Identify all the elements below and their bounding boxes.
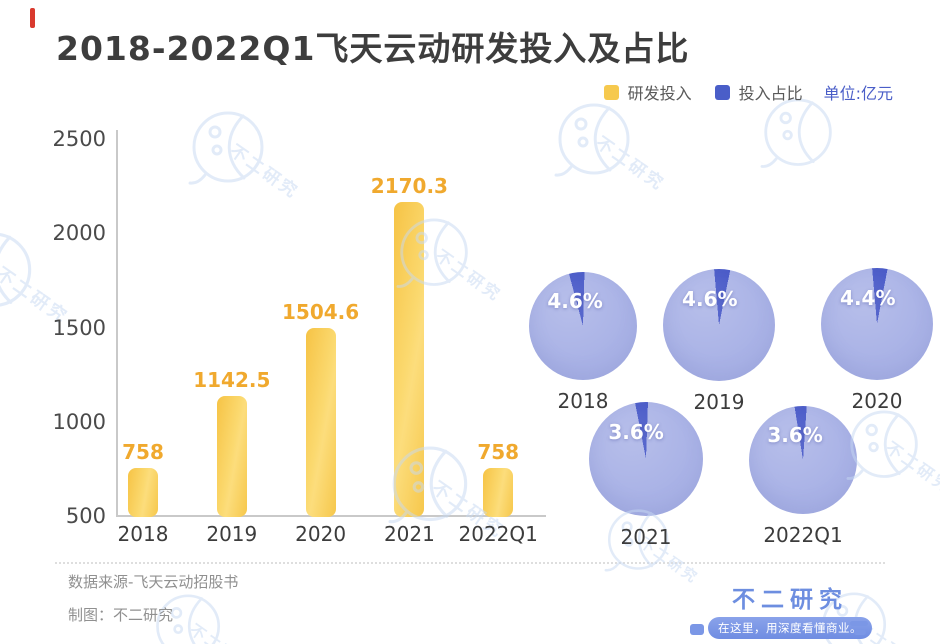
y-tick-label: 2500 <box>52 127 106 151</box>
brand-block: 不二研究 在这里，用深度看懂商业。 <box>690 580 890 641</box>
pie-percent-label: 4.6% <box>547 289 603 314</box>
bar-value-label: 1142.5 <box>193 367 271 392</box>
watermark-logo: 不二研究 <box>0 224 72 329</box>
watermark-text: 不二研究 <box>225 141 303 204</box>
legend-label-rd-investment: 研发投入 <box>627 84 692 103</box>
title-accent-bar <box>30 8 35 28</box>
pie-2018: 4.6% <box>529 272 637 380</box>
x-axis-label-2018: 2018 <box>117 522 169 546</box>
brand-slogan-pill: 在这里，用深度看懂商业。 <box>708 617 872 639</box>
pie-percent-label: 3.6% <box>608 420 664 445</box>
bar-value-label: 758 <box>477 440 520 465</box>
bar-2019 <box>216 395 247 517</box>
pie-2022Q1: 3.6% <box>749 406 857 514</box>
pie-year-label-2021: 2021 <box>620 525 672 549</box>
y-tick-label: 2000 <box>52 221 106 246</box>
legend-label-investment-ratio: 投入占比 <box>738 84 803 103</box>
x-axis-label-2021: 2021 <box>383 522 435 546</box>
brand-slogan: 在这里，用深度看懂商业。 <box>718 621 862 635</box>
pie-percent-label: 3.6% <box>767 423 823 448</box>
watermark-text: 不二研究 <box>431 246 505 306</box>
watermark-logo: 不二研究 <box>186 103 303 203</box>
pie-2019: 4.6% <box>663 269 775 381</box>
pie-2021: 3.6% <box>589 402 703 516</box>
brand-pill-row: 在这里，用深度看懂商业。 <box>690 617 890 641</box>
x-axis-label-2019: 2019 <box>206 522 258 546</box>
y-tick-label: 1000 <box>52 409 106 434</box>
pie-percent-label: 4.6% <box>682 286 738 311</box>
pill-left-deco <box>690 624 704 635</box>
footer-divider <box>55 562 885 564</box>
brand-name: 不二研究 <box>732 587 848 613</box>
legend: 研发投入 投入占比 单位:亿元 <box>603 80 893 104</box>
watermark-text: 不二研究 <box>591 133 669 196</box>
bar-value-label: 1504.6 <box>282 299 360 324</box>
pie-year-label-2020: 2020 <box>851 389 903 413</box>
pill-right-deco-bottom <box>854 630 866 635</box>
pill-right-deco-top <box>850 621 868 626</box>
y-axis-line <box>116 130 118 517</box>
legend-swatch-investment-ratio <box>714 84 730 100</box>
y-tick-label: 1500 <box>52 315 106 340</box>
bar-value-label: 758 <box>122 440 164 465</box>
chart-credit: 制图：不二研究 <box>68 606 174 624</box>
bar-2020 <box>305 327 336 517</box>
x-axis-label-2022Q1: 2022Q1 <box>458 522 538 546</box>
pie-year-label-2018: 2018 <box>557 389 609 413</box>
y-tick-label: 500 <box>65 504 106 528</box>
pie-year-label-2019: 2019 <box>693 390 745 414</box>
watermark-logo <box>758 90 840 181</box>
watermark-logo: 不二研究 <box>552 95 669 195</box>
bar-2021 <box>394 202 425 517</box>
watermark-text: 不二研究 <box>186 617 258 644</box>
data-source: 数据来源-飞天云动招股书 <box>68 573 239 591</box>
legend-swatch-rd-investment <box>603 84 619 100</box>
bar-2018 <box>128 468 158 517</box>
unit-label: 单位:亿元 <box>823 84 893 103</box>
watermark-logo: 不二研究 <box>844 402 940 498</box>
bar-2022Q1 <box>483 468 514 517</box>
pie-year-label-2022Q1: 2022Q1 <box>763 523 843 547</box>
x-axis-label-2020: 2020 <box>295 522 347 546</box>
pie-2020: 4.4% <box>821 268 933 380</box>
page-title: 2018-2022Q1飞天云动研发投入及占比 <box>56 29 690 68</box>
pie-percent-label: 4.4% <box>840 285 896 310</box>
bar-value-label: 2170.3 <box>370 174 448 199</box>
watermark-text: 不二研究 <box>881 438 940 498</box>
